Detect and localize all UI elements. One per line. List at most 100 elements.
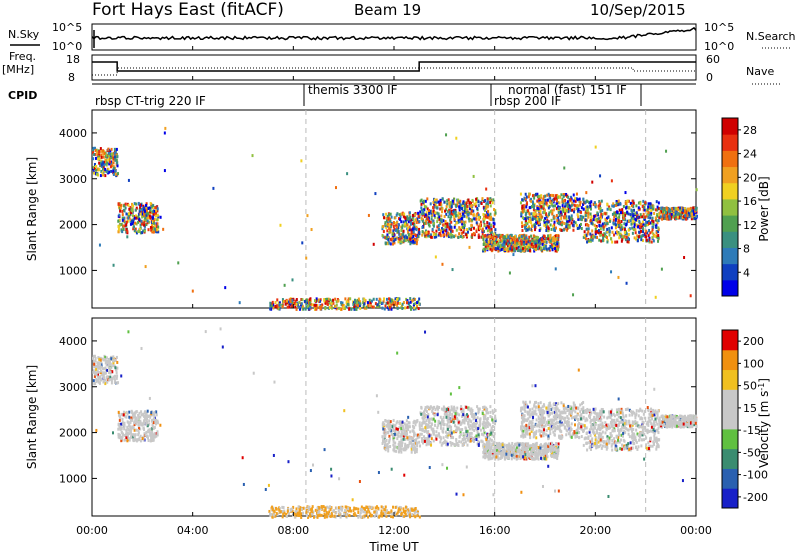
scatter-cell [466, 208, 469, 212]
scatter-cell [671, 207, 674, 211]
scatter-cell [572, 223, 575, 227]
scatter-cell [418, 427, 421, 431]
scatter-cell [271, 302, 274, 306]
scatter-cell [448, 212, 451, 216]
scatter-cell [137, 424, 140, 428]
scatter-cell [330, 306, 333, 310]
scatter-cell [562, 228, 565, 232]
scatter-cell [431, 235, 434, 239]
scatter-cell [517, 242, 520, 246]
cpid-segment-4: normal (fast) 151 IF [508, 83, 627, 97]
scatter-cell [636, 213, 639, 217]
scatter-cell [427, 416, 430, 420]
scatter-cell [461, 222, 464, 226]
scatter-cell [539, 227, 542, 231]
scatter-cell [577, 217, 580, 221]
scatter-cell [152, 218, 155, 222]
scatter-cell [483, 213, 486, 217]
scatter-cell [497, 249, 500, 253]
scatter-cell [533, 204, 536, 208]
scatter-cell [582, 215, 585, 219]
scatter-cell [349, 297, 352, 301]
power-colorbar-label: Power [dB] [757, 176, 771, 241]
scatter-cell [479, 428, 482, 432]
scatter-cell [552, 204, 555, 208]
scatter-cell [565, 215, 568, 219]
scatter-cell [651, 228, 654, 232]
scatter-cell [626, 240, 629, 244]
scatter-cell [388, 213, 391, 217]
scatter-cell [345, 305, 348, 309]
scatter-cell [125, 428, 128, 432]
scatter-cell [472, 440, 475, 444]
scatter-cell [524, 192, 527, 196]
scatter-cell [466, 438, 469, 442]
scatter-cell [416, 419, 419, 423]
scatter-cell [494, 209, 497, 213]
scatter-cell [640, 238, 643, 242]
scatter-cell [393, 239, 396, 243]
scatter-cell [140, 413, 143, 417]
scatter-cell [511, 247, 514, 251]
scatter-cell [556, 457, 559, 461]
scatter-cell [443, 200, 446, 204]
scatter-cell [96, 173, 99, 177]
scatter-cell [437, 407, 440, 411]
y-tick-label: 1000 [59, 264, 87, 277]
scatter-cell [576, 207, 579, 211]
scatter-cell [133, 216, 136, 220]
scatter-cell [396, 437, 399, 441]
scatter-cell [148, 214, 151, 218]
scatter-cell [606, 222, 609, 226]
scatter-cell [592, 235, 595, 239]
scatter-cell [472, 413, 475, 417]
scatter-cell [442, 423, 445, 427]
scatter-cell [574, 197, 577, 201]
scatter-cell [484, 242, 487, 246]
scatter-cell [544, 217, 547, 221]
scatter-cell [102, 155, 105, 159]
scatter-cell [618, 208, 621, 212]
scatter-cell [468, 427, 471, 431]
scatter-cell [554, 249, 557, 253]
scatter-cell [391, 233, 394, 237]
scatter-cell [637, 201, 640, 205]
scatter-cell [485, 187, 488, 191]
nsearch-label: N.Search [746, 30, 796, 43]
scatter-cell [390, 303, 393, 307]
scatter-cell [93, 171, 96, 175]
scatter-cell [145, 218, 148, 222]
scatter-cell [419, 432, 422, 436]
colorbar-swatch [722, 263, 738, 281]
scatter-cell [398, 426, 401, 430]
scatter-cell [100, 371, 103, 375]
scatter-cell [114, 169, 117, 173]
scatter-cell [157, 215, 160, 219]
scatter-cell [596, 230, 599, 234]
scatter-cell [439, 201, 442, 205]
scatter-cell [112, 171, 115, 175]
scatter-cell [378, 304, 381, 308]
scatter-cell [549, 244, 552, 248]
scatter-cell [389, 445, 392, 449]
scatter-cell [598, 220, 601, 224]
scatter-cell [387, 235, 390, 239]
scatter-cell [135, 422, 138, 426]
scatter-cell [441, 210, 444, 214]
scatter-cell [517, 249, 520, 253]
scatter-cell [586, 205, 589, 209]
scatter-cell [449, 216, 452, 220]
scatter-cell [533, 240, 536, 244]
scatter-cell [464, 204, 467, 208]
scatter-cell [539, 213, 542, 217]
scatter-cell [461, 225, 464, 229]
scatter-cell [112, 363, 115, 367]
scatter-cell [580, 218, 583, 222]
scatter-cell [125, 433, 128, 437]
scatter-cell [528, 212, 531, 216]
scatter-cell [412, 426, 415, 430]
scatter-cell [430, 433, 433, 437]
scatter-cell [447, 235, 450, 239]
scatter-cell [134, 416, 137, 420]
scatter-cell [412, 437, 415, 441]
